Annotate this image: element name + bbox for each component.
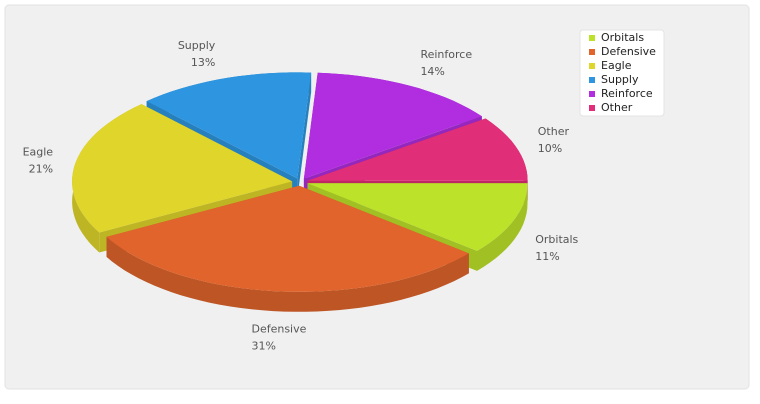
legend-swatch xyxy=(589,77,595,83)
slice-value-label: 21% xyxy=(29,163,53,176)
slice-label: Defensive xyxy=(251,322,306,335)
slice-value-label: 11% xyxy=(535,250,559,263)
legend-swatch xyxy=(589,105,595,111)
slice-label: Other xyxy=(538,125,570,138)
slice xyxy=(146,72,312,179)
slice-label: Reinforce xyxy=(420,48,472,61)
legend-swatch xyxy=(589,35,595,41)
slice-label: Eagle xyxy=(23,146,54,159)
slice-label: Orbitals xyxy=(535,233,578,246)
legend-label: Orbitals xyxy=(601,31,644,44)
slice-value-label: 31% xyxy=(251,339,275,352)
legend-swatch xyxy=(589,49,595,55)
slice xyxy=(303,72,482,179)
slice-label: Supply xyxy=(178,39,216,52)
slice-value-label: 14% xyxy=(420,65,444,78)
legend-label: Defensive xyxy=(601,45,656,58)
legend-label: Eagle xyxy=(601,59,632,72)
slice xyxy=(307,183,528,251)
slice xyxy=(106,185,469,292)
legend-swatch xyxy=(589,63,595,69)
slice-side xyxy=(297,72,312,199)
legend-label: Other xyxy=(601,101,633,114)
legend-label: Reinforce xyxy=(601,87,653,100)
legend: OrbitalsDefensiveEagleSupplyReinforceOth… xyxy=(589,31,656,114)
slice-wall xyxy=(106,236,469,312)
slice-value-label: 13% xyxy=(191,56,215,69)
slice xyxy=(307,118,528,181)
slice-wall xyxy=(477,183,528,271)
legend-box xyxy=(579,29,665,117)
legend-swatch xyxy=(589,91,595,97)
legend-label: Supply xyxy=(601,73,639,86)
slice xyxy=(72,104,293,233)
slice-value-label: 10% xyxy=(538,142,562,155)
